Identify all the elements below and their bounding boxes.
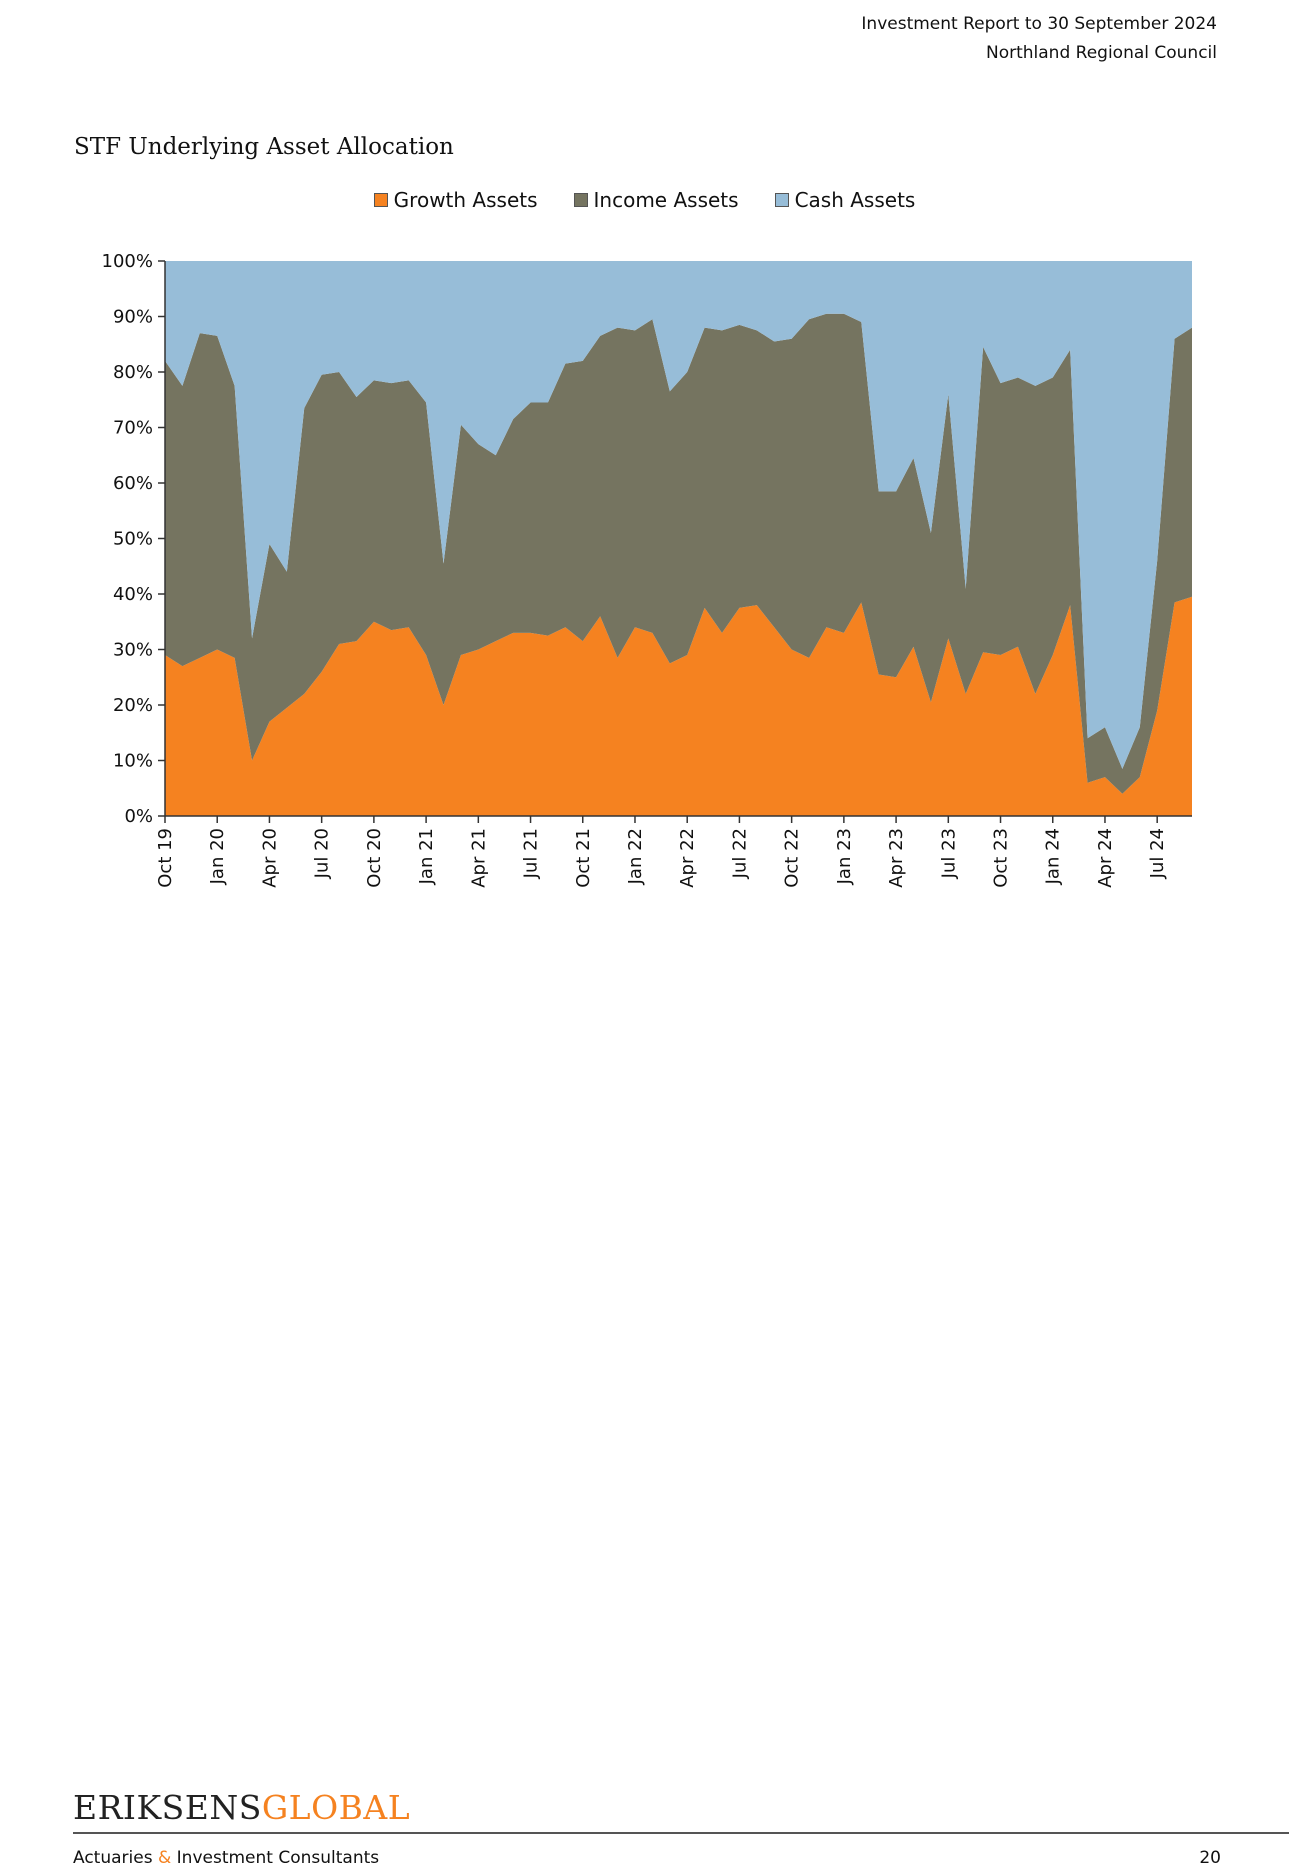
- x-tick-label: Jan 24: [1043, 828, 1064, 885]
- legend-item: Growth Assets: [373, 188, 538, 212]
- area-income-assets: [165, 313, 1192, 794]
- y-tick-label: 40%: [113, 584, 153, 605]
- x-tick-label: Oct 21: [573, 828, 594, 888]
- logo-part-eriksens: ERIKSENS: [73, 1788, 262, 1827]
- x-tick-label: Oct 23: [991, 828, 1012, 888]
- chart-legend: Growth Assets Income Assets Cash Assets: [0, 188, 1289, 212]
- y-tick-label: 60%: [113, 473, 153, 494]
- legend-label: Income Assets: [593, 188, 739, 212]
- y-tick-label: 80%: [113, 362, 153, 383]
- legend-item: Cash Assets: [774, 188, 916, 212]
- x-tick-label: Oct 22: [782, 828, 803, 888]
- legend-label: Growth Assets: [393, 188, 538, 212]
- x-tick-label: Jul 23: [938, 828, 959, 879]
- area-cash-assets: [165, 261, 1192, 769]
- x-tick-label: Jan 22: [625, 828, 646, 885]
- x-tick-label: Oct 20: [364, 828, 385, 888]
- section-title: STF Underlying Asset Allocation: [74, 134, 454, 160]
- x-tick-label: Apr 23: [886, 828, 907, 888]
- legend-item: Income Assets: [573, 188, 739, 212]
- legend-swatch: [774, 193, 789, 207]
- y-tick-label: 0%: [124, 806, 153, 827]
- x-tick-label: Jan 20: [207, 828, 228, 885]
- y-tick-label: 50%: [113, 529, 153, 550]
- legend-swatch: [573, 193, 588, 207]
- x-tick-label: Apr 20: [259, 828, 280, 888]
- x-tick-label: Apr 22: [677, 828, 698, 888]
- y-tick-label: 20%: [113, 695, 153, 716]
- tagline-actuaries: Actuaries: [73, 1848, 153, 1868]
- x-tick-label: Jul 20: [312, 828, 333, 879]
- x-tick-label: Apr 21: [468, 828, 489, 888]
- company-logo: ERIKSENSGLOBAL: [73, 1788, 410, 1827]
- y-tick-label: 70%: [113, 418, 153, 439]
- x-tick-label: Jul 21: [521, 828, 542, 879]
- x-tick-label: Jan 21: [416, 828, 437, 885]
- asset-allocation-chart: 0% 10% 20% 30% 40% 50% 60% 70% 80% 90% 100% Oct 19 J…: [102, 251, 1192, 888]
- x-tick-label: Oct 19: [155, 828, 176, 888]
- client-name: Northland Regional Council: [985, 43, 1217, 63]
- legend-label: Cash Assets: [794, 188, 916, 212]
- logo-part-global: GLOBAL: [261, 1788, 411, 1827]
- legend-swatch: [373, 193, 388, 207]
- footer-divider: [73, 1832, 1289, 1834]
- report-header: Investment Report to 30 September 2024 N…: [861, 10, 1217, 68]
- y-tick-label: 100%: [102, 251, 153, 272]
- x-tick-label: Jul 22: [729, 828, 750, 879]
- report-title: Investment Report to 30 September 2024: [861, 14, 1217, 34]
- tagline-ampersand: &: [157, 1848, 172, 1868]
- y-tick-label: 90%: [113, 307, 153, 328]
- x-tick-label: Apr 24: [1095, 828, 1116, 888]
- page-number: 20: [1199, 1848, 1221, 1868]
- area-growth-assets: [165, 596, 1192, 816]
- y-tick-label: 30%: [113, 640, 153, 661]
- x-tick-label: Jan 23: [834, 828, 855, 885]
- footer-tagline: Actuaries & Investment Consultants: [73, 1848, 379, 1868]
- x-tick-label: Jul 24: [1147, 828, 1168, 879]
- tagline-consultants: Investment Consultants: [176, 1848, 380, 1868]
- y-tick-label: 10%: [113, 751, 153, 772]
